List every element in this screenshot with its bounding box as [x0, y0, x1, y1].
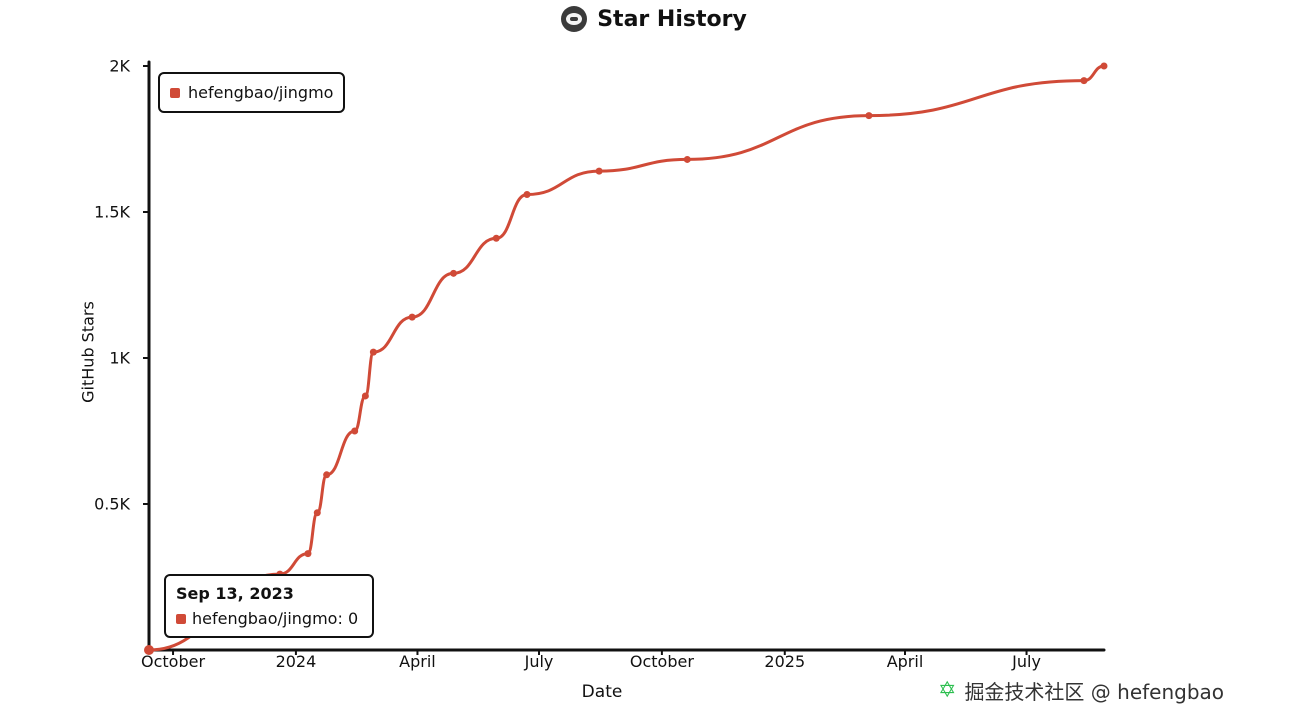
data-point — [304, 550, 312, 558]
chart-title-text: Star History — [597, 6, 747, 32]
x-tick-label: April — [886, 652, 924, 671]
x-tick-label: 2025 — [764, 652, 806, 671]
data-point — [450, 269, 458, 277]
x-tick-label: 2024 — [275, 652, 317, 671]
tooltip: Sep 13, 2023 hefengbao/jingmo: 0 — [164, 574, 375, 638]
x-axis-label: Date — [581, 682, 623, 702]
juejin-logo-icon: ✡ — [938, 678, 957, 703]
chart-title: Star History — [561, 6, 747, 32]
data-point — [408, 313, 416, 321]
data-point — [492, 234, 500, 242]
watermark-text: 掘金技术社区 @ hefengbao — [964, 680, 1225, 704]
data-point — [351, 427, 359, 435]
tooltip-row: hefengbao/jingmo: 0 — [176, 609, 358, 628]
data-point — [144, 645, 154, 655]
x-tick-label: October — [629, 652, 694, 671]
x-tick-label: October — [141, 652, 206, 671]
data-point — [523, 190, 531, 198]
series-line — [147, 64, 1106, 652]
x-tick-label: July — [524, 652, 554, 671]
watermark: ✡ 掘金技术社区 @ hefengbao — [938, 676, 1224, 705]
tooltip-date: Sep 13, 2023 — [176, 584, 294, 603]
legend-swatch — [170, 87, 180, 98]
data-point — [1100, 62, 1108, 70]
data-point — [865, 112, 873, 120]
x-tick-label: April — [399, 652, 436, 671]
y-tick-label: 0.5K — [94, 494, 130, 514]
series-hefengbao-jingmo — [144, 62, 1108, 655]
legend-label: hefengbao/jingmo — [188, 83, 334, 102]
y-tick-label: 1.5K — [94, 202, 130, 222]
y-tick-label: 1K — [109, 348, 130, 368]
data-point — [323, 471, 331, 479]
data-point — [369, 348, 377, 356]
data-point — [595, 167, 603, 175]
y-tick-label: 2K — [109, 56, 130, 76]
chart-title-wrap: Star History — [0, 6, 1308, 36]
legend[interactable]: hefengbao/jingmo — [158, 72, 346, 113]
data-point — [361, 392, 369, 400]
x-tick-label: July — [1012, 652, 1041, 671]
panda-logo-icon — [561, 6, 588, 32]
tooltip-value: hefengbao/jingmo: 0 — [192, 609, 359, 628]
tooltip-swatch — [176, 613, 186, 624]
data-point — [683, 155, 691, 163]
axes — [143, 60, 1106, 655]
data-point — [313, 509, 321, 517]
data-point — [1080, 77, 1088, 85]
